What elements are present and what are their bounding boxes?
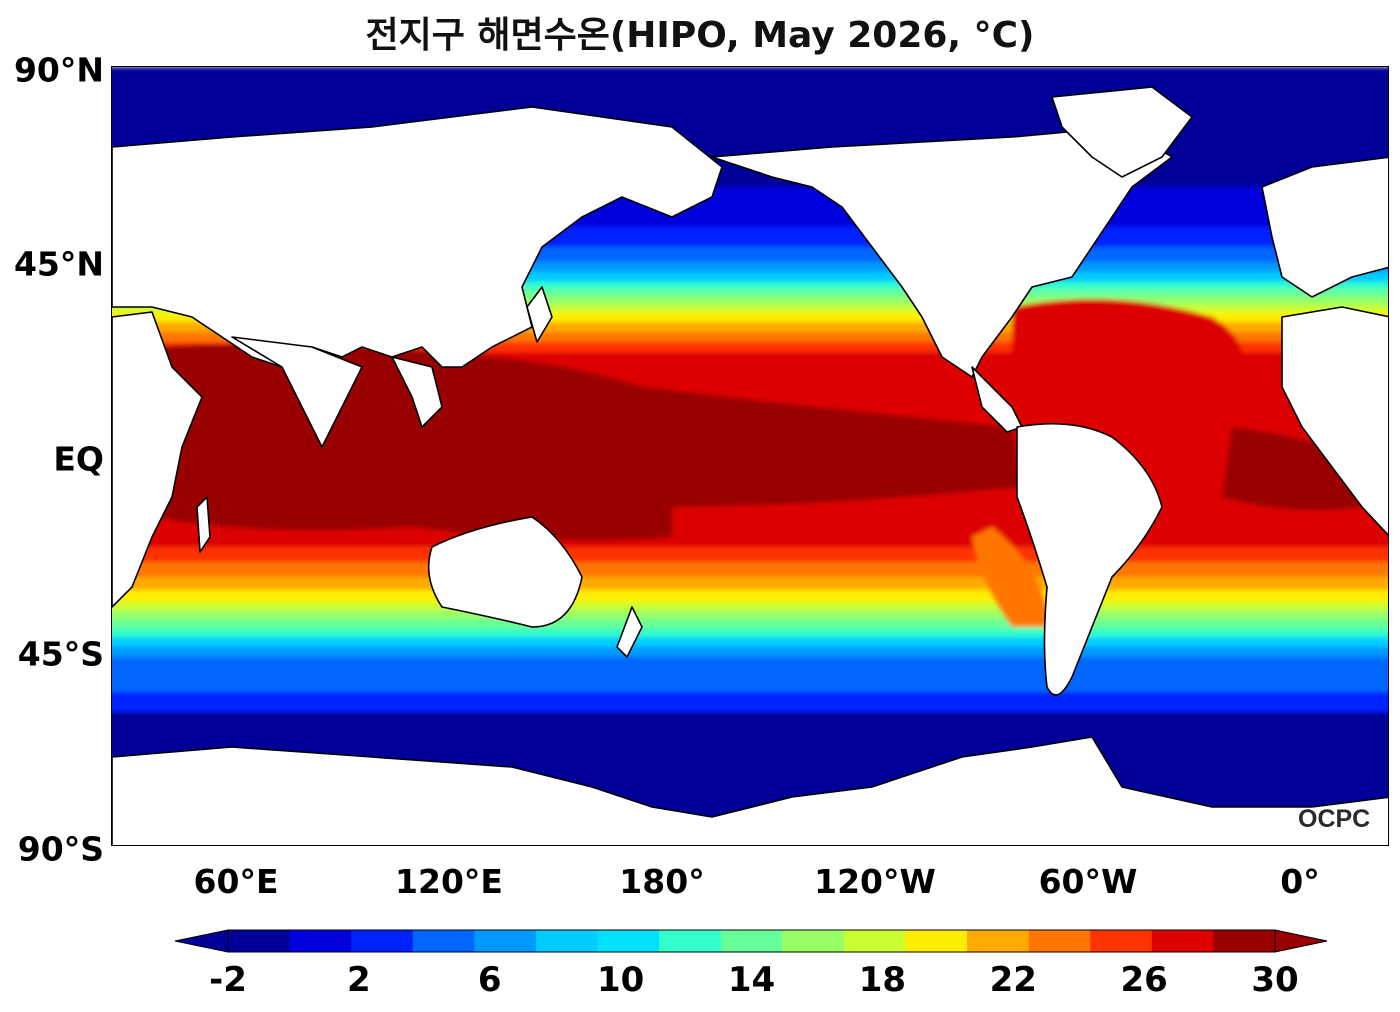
colorbar-swatch [412,930,475,952]
colorbar-tick-label: 10 [596,960,645,1000]
new-zealand-land [616,606,643,658]
antarctica-land [112,736,1388,845]
australia-land [427,516,583,628]
colorbar-extend-high [1274,929,1328,953]
greenland-land [1051,86,1193,178]
colorbar-tick-label: -2 [209,960,247,1000]
lon-label-120w: 120°W [814,862,936,901]
colorbar-swatch [905,930,968,952]
japan-land [526,286,553,343]
africa-land [112,311,203,608]
colorbar-tick-label: 14 [727,960,776,1000]
colorbar-swatch [1151,930,1214,952]
lon-label-120e: 120°E [395,862,503,901]
colorbar-extend-low [174,929,229,953]
lat-label-45s: 45°S [17,634,104,674]
colorbar-swatch [659,930,722,952]
colorbar-tick-label: 26 [1120,960,1168,1000]
colorbar-swatch [1028,930,1091,952]
se-asia-land [391,356,443,428]
africa-west-land [1281,306,1388,537]
lon-label-60e: 60°E [193,862,279,901]
colorbar-tick-label: 6 [477,960,502,1000]
colorbar-tick-label: 22 [989,960,1037,1000]
colorbar-border [227,929,1276,953]
india-land [231,336,363,448]
sst-map [111,66,1389,846]
colorbar-swatch [474,930,537,952]
colorbar-swatch [967,930,1030,952]
colorbar-swatch [1213,930,1276,952]
lat-label-90s: 90°S [17,829,104,869]
colorbar-tick-label: 2 [347,960,371,1000]
colorbar-swatch [535,930,599,952]
south-america-land [1016,422,1163,696]
lon-label-180: 180° [619,862,705,901]
lon-label-0: 0° [1280,862,1320,901]
colorbar-swatch [1090,930,1153,952]
colorbar-swatch [228,930,291,952]
colorbar-swatch [843,930,906,952]
lat-label-eq: EQ [53,439,104,479]
colorbar-swatch [597,930,660,952]
colorbar-swatch [289,930,352,952]
warm-pool [482,367,1022,507]
colorbar-swatch [720,930,783,952]
madagascar-land [196,496,211,553]
sst-field [112,67,1388,845]
map-title: 전지구 해면수온(HIPO, May 2026, °C) [365,15,1035,56]
europe-land [1261,156,1388,298]
lon-label-60w: 60°W [1038,862,1138,901]
colorbar-swatch [782,930,845,952]
colorbar-tick-label: 18 [858,960,907,1000]
lat-label-90n: 90°N [13,50,104,90]
eurasia-land [112,106,723,368]
cool-tongue [972,527,1052,627]
ocpc-logo: OCPC [1298,805,1371,833]
gulf-stream [1012,299,1244,397]
colorbar-tick-label: 30 [1251,960,1299,1000]
lat-label-45n: 45°N [13,244,104,284]
colorbar-swatch [351,930,414,952]
